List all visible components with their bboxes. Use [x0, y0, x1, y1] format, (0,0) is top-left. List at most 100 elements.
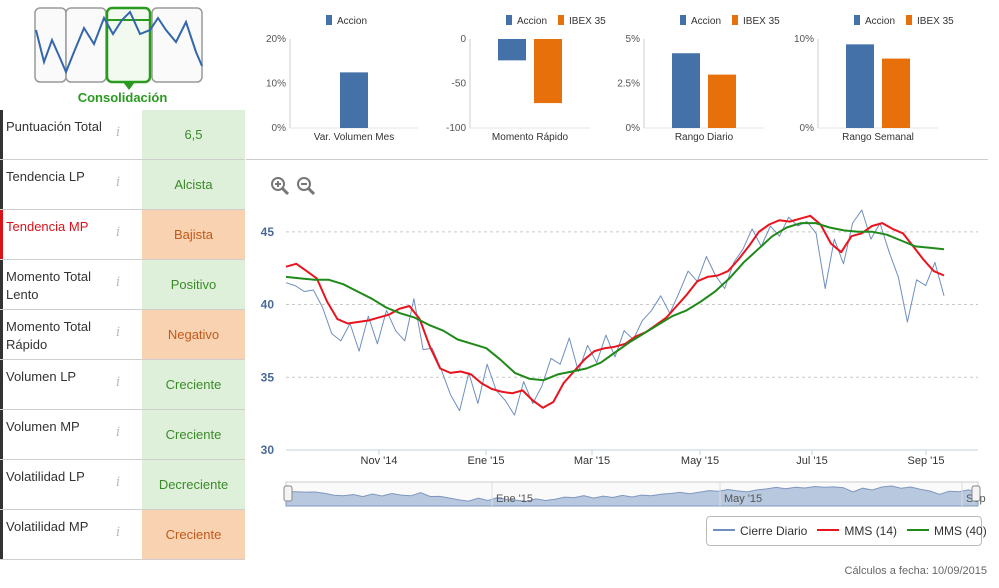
bar-ibex[interactable] — [882, 58, 910, 128]
row-marker — [0, 210, 3, 259]
row-marker — [0, 160, 3, 209]
info-icon[interactable]: i — [116, 325, 121, 340]
info-icon[interactable]: i — [116, 275, 121, 290]
row-marker — [0, 360, 3, 409]
main-legend-item[interactable]: Cierre Diario — [713, 524, 807, 538]
y-tick-label: 5% — [626, 34, 641, 45]
row-marker — [0, 460, 3, 509]
mini-chart-title: Rango Diario — [675, 132, 734, 143]
series-line-0[interactable] — [285, 209, 945, 416]
indicator-value: Positivo — [142, 260, 245, 309]
zoom-out-icon[interactable] — [296, 176, 316, 196]
y-tick-label: 0% — [626, 123, 641, 134]
indicator-label: Volumen LP — [6, 369, 77, 384]
legend-item[interactable]: IBEX 35 — [906, 15, 954, 27]
navigator-handle[interactable] — [283, 485, 293, 502]
x-tick-label: Nov '14 — [361, 455, 398, 467]
x-tick-label: Ene '15 — [468, 455, 505, 467]
indicator-value: Bajista — [142, 210, 245, 259]
bar-ibex[interactable] — [708, 74, 736, 128]
info-icon[interactable]: i — [116, 375, 121, 390]
mini-chart-svg: 10% 0% Rango Semanal — [794, 34, 938, 143]
indicator-row: Momento Total Lento i Positivo — [0, 260, 245, 310]
y-tick-label: 0 — [460, 34, 466, 45]
x-tick-label: Mar '15 — [574, 455, 610, 467]
indicator-value: Creciente — [142, 510, 245, 559]
legend-item[interactable]: IBEX 35 — [732, 15, 780, 27]
indicator-row: Momento Total Rápido i Negativo — [0, 310, 245, 360]
y-tick-label: 40 — [261, 298, 275, 312]
indicator-row: Volatilidad MP i Creciente — [0, 510, 245, 560]
mini-chart-svg: 0 -50 -100 Momento Rápido — [446, 34, 590, 143]
phase-label: Consolidación — [77, 90, 168, 105]
legend-item[interactable]: Accion — [680, 15, 721, 27]
main-legend-item[interactable]: MMS (14) — [817, 524, 897, 538]
info-icon[interactable]: i — [116, 525, 121, 540]
legend-swatch — [558, 15, 564, 25]
legend-label: Cierre Diario — [740, 524, 808, 538]
mini-chart: Accion IBEX 35 0 -50 -100 Momento Rápido — [432, 0, 606, 150]
info-icon[interactable]: i — [116, 175, 121, 190]
y-tick-label: 30 — [261, 443, 275, 457]
indicator-label: Tendencia LP — [6, 169, 85, 184]
info-icon[interactable]: i — [116, 425, 121, 440]
legend-item[interactable]: Accion — [506, 15, 547, 27]
indicator-value: 6,5 — [142, 110, 245, 159]
legend-swatch — [906, 15, 912, 25]
row-marker — [0, 260, 3, 309]
row-marker — [0, 510, 3, 559]
phase-box-2[interactable] — [65, 7, 107, 83]
info-icon[interactable]: i — [116, 125, 121, 140]
legend-swatch — [680, 15, 686, 25]
series-line-2[interactable] — [285, 222, 945, 382]
mini-chart-title: Var. Volumen Mes — [314, 132, 394, 143]
legend-line-swatch — [907, 529, 930, 531]
phase-pointer-icon — [123, 82, 135, 90]
legend-item[interactable]: Accion — [854, 15, 895, 27]
legend-item[interactable]: IBEX 35 — [558, 15, 606, 27]
y-tick-label: 20% — [266, 34, 286, 45]
price-chart: 45 40 35 30 Nov '14 Ene '15 Mar '15 May '15 Jul … — [261, 209, 986, 507]
mini-chart-svg: 20% 10% 0% Var. Volumen Mes — [266, 34, 418, 143]
navigator-handle[interactable] — [971, 485, 981, 502]
y-tick-label: 0% — [272, 123, 287, 134]
navigator-label: May '15 — [724, 493, 762, 505]
indicator-label: Volumen MP — [6, 419, 80, 434]
bar-accion[interactable] — [846, 44, 874, 129]
legend-swatch — [854, 15, 860, 25]
footer-date: Cálculos a fecha: 10/09/2015 — [844, 565, 988, 577]
row-marker — [0, 310, 3, 359]
mini-chart-title: Rango Semanal — [842, 132, 914, 143]
info-icon[interactable]: i — [116, 475, 121, 490]
row-marker — [0, 110, 3, 159]
separator — [246, 159, 988, 160]
y-tick-label: -100 — [446, 123, 466, 134]
legend-label: IBEX 35 — [917, 16, 954, 27]
main-legend-item[interactable]: MMS (40) — [907, 524, 987, 538]
mini-chart: Accion IBEX 35 10% 0% Rango Semanal — [780, 0, 954, 150]
bar-accion[interactable] — [498, 39, 526, 61]
zoom-in-icon[interactable] — [270, 176, 290, 196]
indicator-value: Negativo — [142, 310, 245, 359]
phase-selector: Consolidación — [0, 0, 245, 110]
legend-swatch — [732, 15, 738, 25]
mini-chart: Accion IBEX 35 5% 2.5% 0% Rango Diario — [606, 0, 780, 150]
navigator-label: Ene '15 — [496, 493, 533, 505]
indicator-row: Volumen MP i Creciente — [0, 410, 245, 460]
bar-accion[interactable] — [340, 72, 368, 128]
indicator-row: Volatilidad LP i Decreciente — [0, 460, 245, 510]
legend-item[interactable]: Accion — [326, 15, 367, 27]
bar-ibex[interactable] — [534, 39, 562, 104]
y-tick-label: 35 — [261, 370, 275, 384]
bar-accion[interactable] — [672, 53, 700, 128]
legend-label: MMS (14) — [844, 524, 898, 538]
y-tick-label: 2.5% — [617, 79, 640, 90]
legend-label: Accion — [691, 16, 722, 27]
y-tick-label: 10% — [266, 79, 286, 90]
y-tick-label: 45 — [261, 225, 275, 239]
navigator-series — [285, 485, 979, 507]
series-line-1[interactable] — [285, 214, 945, 409]
y-tick-label: -50 — [452, 79, 467, 90]
y-tick-label: 10% — [794, 34, 814, 45]
info-icon[interactable]: i — [116, 225, 121, 240]
